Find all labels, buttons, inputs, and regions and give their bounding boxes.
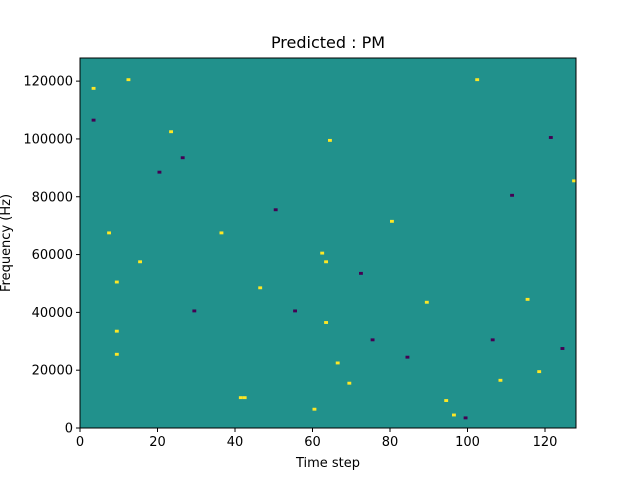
heatmap-cell [157, 170, 162, 174]
x-tick-label: 100 [455, 435, 480, 450]
heatmap-cell [525, 297, 530, 301]
x-axis: 0 20 40 60 80 100 120 [76, 428, 558, 450]
x-tick-label: 20 [149, 435, 166, 450]
heatmap-cell [293, 309, 298, 313]
heatmap-cell [424, 300, 429, 304]
heatmap-cell [390, 219, 394, 223]
heatmap-cell [498, 378, 503, 382]
plot-area [79, 57, 577, 429]
heatmap-cell [238, 396, 243, 400]
heatmap-cell [258, 286, 263, 290]
heatmap-cell [510, 193, 515, 197]
heatmap-cell [169, 130, 174, 134]
heatmap-cell [548, 136, 553, 139]
heatmap-cell [572, 179, 577, 183]
x-tick-label: 0 [76, 435, 84, 450]
heatmap-cell [537, 370, 542, 374]
heatmap-cell [312, 407, 317, 411]
heatmap-cell [114, 280, 119, 284]
y-axis: 0 20000 40000 60000 80000 100000 120000 [23, 75, 80, 437]
y-tick-label: 80000 [32, 190, 73, 205]
heatmap-cell [452, 413, 456, 417]
y-tick-label: 100000 [23, 132, 73, 147]
heatmap-cell [370, 338, 375, 342]
heatmap-cell [405, 355, 410, 359]
heatmap-cell [180, 156, 185, 160]
heatmap-cell [490, 338, 495, 342]
heatmap-cell [219, 231, 224, 235]
y-tick-label: 0 [65, 422, 73, 437]
x-tick-label: 40 [227, 435, 244, 450]
plot-frame [79, 57, 577, 429]
heatmap-cell [114, 329, 119, 333]
y-tick-label: 40000 [32, 306, 73, 321]
heatmap-cell [91, 86, 96, 90]
y-tick-label: 120000 [23, 75, 73, 90]
y-tick-label: 60000 [32, 248, 73, 263]
chart-title: Predicted : PM [271, 33, 385, 52]
heatmap-cell [347, 381, 352, 385]
heatmap-cell [335, 361, 340, 365]
heatmap-cell [192, 309, 197, 313]
heatmap-cells [91, 78, 577, 420]
heatmap-cell [320, 251, 325, 255]
heatmap-cell [91, 118, 96, 122]
heatmap-cell [328, 138, 332, 142]
heatmap-cell [114, 352, 119, 356]
heatmap-cell [324, 321, 329, 324]
heatmap-cell [107, 231, 112, 235]
heatmap-cell [463, 416, 468, 420]
heatmap-cell [273, 208, 278, 212]
plot-background [80, 58, 576, 428]
heatmap-cell [560, 347, 565, 350]
x-axis-label: Time step [295, 456, 360, 471]
y-tick-label: 20000 [32, 364, 73, 379]
heatmap-cell [126, 78, 131, 82]
heatmap-cell [444, 399, 449, 402]
x-tick-label: 120 [533, 435, 558, 450]
heatmap-cell [138, 260, 143, 264]
heatmap-cell [242, 396, 247, 400]
heatmap-cell [359, 271, 363, 275]
heatmap-cell [475, 78, 480, 82]
x-tick-label: 60 [304, 435, 321, 450]
y-axis-label: Frequency (Hz) [0, 194, 14, 292]
heatmap-cell [324, 260, 329, 264]
x-tick-label: 80 [382, 435, 399, 450]
